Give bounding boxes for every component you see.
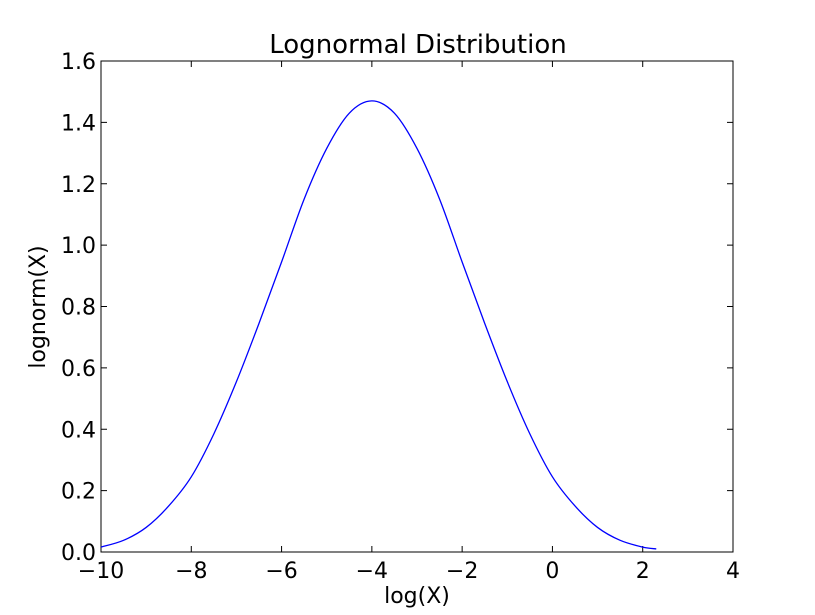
y-tick-labels: 0.0 0.2 0.4 0.6 0.8 1.0 1.2 1.4 1.6 xyxy=(61,50,96,566)
y-tick-label: 0.4 xyxy=(61,418,96,443)
y-tick-label: 1.4 xyxy=(61,111,96,136)
y-tick-label: 0.0 xyxy=(61,541,96,566)
y-tick-label: 0.2 xyxy=(61,480,96,505)
y-tick-label: 0.6 xyxy=(61,357,96,382)
chart-title: Lognormal Distribution xyxy=(269,30,567,60)
x-axis-label: log(X) xyxy=(384,584,450,609)
x-tick-label: 2 xyxy=(636,559,650,584)
y-tick-label: 1.2 xyxy=(61,173,96,198)
plot-frame xyxy=(100,60,734,553)
y-tick-label: 1.0 xyxy=(61,234,96,259)
x-tick-labels: −10 −8 −6 −4 −2 0 2 4 xyxy=(78,559,740,584)
x-tick-label: 0 xyxy=(545,559,559,584)
y-tick-label: 0.8 xyxy=(61,296,96,321)
x-tick-label: 4 xyxy=(726,559,740,584)
x-tick-label: −6 xyxy=(265,559,297,584)
x-tick-label: −10 xyxy=(78,559,124,584)
y-tick-label: 1.6 xyxy=(61,50,96,75)
x-tick-label: −4 xyxy=(356,559,388,584)
lognormal-curve xyxy=(100,100,657,550)
x-tick-label: −2 xyxy=(446,559,478,584)
y-axis-label: lognorm(X) xyxy=(26,245,51,368)
tick-marks xyxy=(100,60,734,553)
x-tick-label: −8 xyxy=(175,559,207,584)
